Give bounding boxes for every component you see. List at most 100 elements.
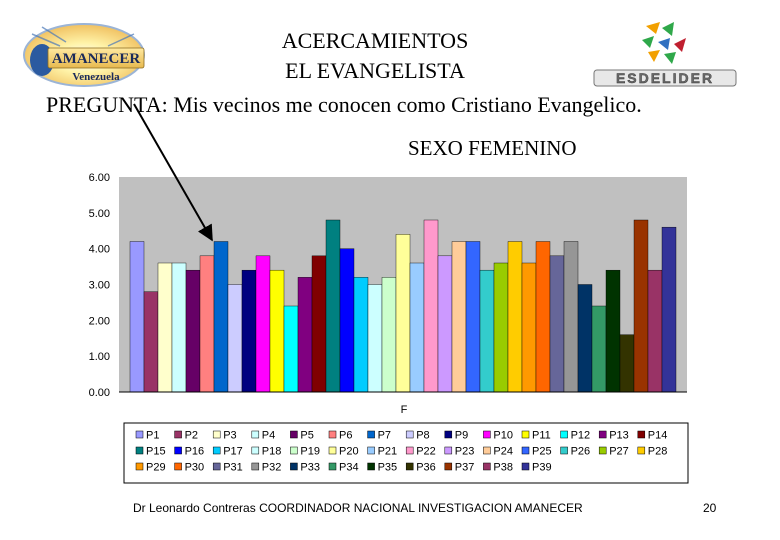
legend-label-p18: P18 <box>262 446 282 458</box>
legend-label-p21: P21 <box>378 446 398 458</box>
y-tick-label: 0.00 <box>89 387 110 399</box>
bar-p13 <box>297 277 313 393</box>
bar-p12 <box>283 305 299 393</box>
legend-swatch-p37 <box>444 462 453 471</box>
legend-label-p29: P29 <box>146 462 166 474</box>
legend-swatch-p34 <box>328 462 337 471</box>
legend-label-p10: P10 <box>493 430 513 442</box>
bar-p18 <box>367 284 383 393</box>
logo-left-word-1: AMANECER <box>52 51 140 67</box>
amanecer-logo: AMANECER Venezuela <box>23 23 145 87</box>
legend-swatch-p6 <box>328 430 337 439</box>
bar-p20 <box>395 234 411 393</box>
legend-label-p23: P23 <box>455 446 475 458</box>
legend-label-p14: P14 <box>648 430 668 442</box>
bar-p33 <box>577 284 593 393</box>
legend-label-p33: P33 <box>300 462 320 474</box>
legend-swatch-p1 <box>135 430 144 439</box>
bar-p16 <box>339 248 355 393</box>
bar-p30 <box>535 241 551 393</box>
y-axis: 0.00 1.00 2.00 3.00 4.00 5.00 6.00 <box>89 172 110 399</box>
bar-p39 <box>661 226 677 393</box>
title-line-1: ACERCAMIENTOS <box>281 28 469 53</box>
legend-swatch-p5 <box>290 430 298 439</box>
bar-p11 <box>269 269 285 393</box>
legend-label-p28: P28 <box>648 446 668 458</box>
legend-swatch-p22 <box>405 446 414 455</box>
legend-label-p17: P17 <box>223 446 243 458</box>
legend-swatch-p39 <box>521 462 530 471</box>
legend-swatch-p15 <box>135 446 144 455</box>
legend-swatch-p10 <box>483 430 491 439</box>
legend-swatch-p4 <box>251 430 260 439</box>
legend-label-p38: P38 <box>493 462 513 474</box>
legend-swatch-p14 <box>637 430 646 439</box>
bar-p21 <box>409 262 425 393</box>
bar-p14 <box>311 255 327 393</box>
question-text: PREGUNTA: Mis vecinos me conocen como Cr… <box>46 92 642 117</box>
legend-swatch-p33 <box>290 462 298 471</box>
legend-label-p4: P4 <box>262 430 275 442</box>
esdelider-logo: ESDELIDER <box>593 22 737 87</box>
legend-label-p7: P7 <box>378 430 391 442</box>
bar-p4 <box>171 262 187 393</box>
legend-swatch-p24 <box>483 446 491 455</box>
legend-label-p30: P30 <box>185 462 205 474</box>
legend-swatch-p20 <box>328 446 337 455</box>
pointer-arrow <box>133 103 213 242</box>
legend-label-p34: P34 <box>339 462 359 474</box>
legend-label-p8: P8 <box>416 430 429 442</box>
legend-label-p22: P22 <box>416 446 436 458</box>
y-tick-label: 2.00 <box>89 315 110 327</box>
legend-label-p37: P37 <box>455 462 475 474</box>
bar-p3 <box>157 262 173 393</box>
bar-p32 <box>563 241 579 393</box>
footer-credit: Dr Leonardo Contreras COORDINADOR NACION… <box>133 501 583 515</box>
legend-swatch-p9 <box>444 430 453 439</box>
bar-p35 <box>605 269 621 393</box>
legend-swatch-p11 <box>521 430 530 439</box>
bar-p23 <box>437 255 453 393</box>
legend-label-p32: P32 <box>262 462 282 474</box>
bar-p26 <box>479 269 495 393</box>
legend-swatch-p7 <box>367 430 375 439</box>
legend-label-p11: P11 <box>532 430 551 442</box>
legend-label-p27: P27 <box>609 446 629 458</box>
bar-p29 <box>521 262 537 393</box>
legend-label-p13: P13 <box>609 430 629 442</box>
legend-label-p24: P24 <box>493 446 513 458</box>
legend-label-p2: P2 <box>185 430 198 442</box>
legend-label-p12: P12 <box>571 430 591 442</box>
x-category-label: F <box>401 404 408 416</box>
legend-label-p15: P15 <box>146 446 166 458</box>
bar-p25 <box>465 241 481 393</box>
legend-label-p3: P3 <box>223 430 236 442</box>
bar-p9 <box>241 269 257 393</box>
legend-label-p9: P9 <box>455 430 468 442</box>
legend-swatch-p26 <box>560 446 568 455</box>
legend-swatch-p28 <box>637 446 646 455</box>
bar-p1 <box>129 241 145 393</box>
legend-swatch-p23 <box>444 446 453 455</box>
legend-swatch-p21 <box>367 446 375 455</box>
legend-label-p20: P20 <box>339 446 359 458</box>
legend-swatch-p2 <box>174 430 182 439</box>
legend-label-p6: P6 <box>339 430 352 442</box>
legend-swatch-p38 <box>483 462 491 471</box>
bar-p38 <box>647 269 663 393</box>
legend-label-p39: P39 <box>532 462 552 474</box>
legend-label-p36: P36 <box>416 462 436 474</box>
page-number: 20 <box>703 501 717 515</box>
legend-swatch-p3 <box>212 430 221 439</box>
y-tick-label: 5.00 <box>89 208 110 220</box>
bar-p10 <box>255 255 271 393</box>
bar-p15 <box>325 219 341 393</box>
bar-p34 <box>591 305 607 393</box>
bar-p6 <box>199 255 215 393</box>
y-tick-label: 1.00 <box>89 351 110 363</box>
bar-p37 <box>633 219 649 393</box>
legend-swatch-p35 <box>367 462 375 471</box>
logo-right-word: ESDELIDER <box>616 70 714 86</box>
title-line-2: EL EVANGELISTA <box>285 58 465 83</box>
legend-label-p31: P31 <box>223 462 243 474</box>
